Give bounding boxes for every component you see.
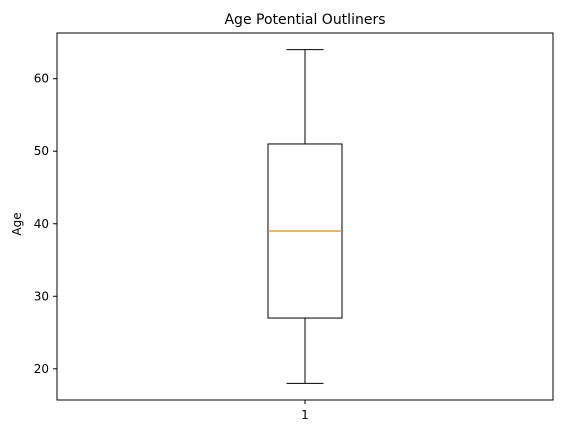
y-tick-label: 20 [34, 362, 49, 376]
axes-frame [56, 32, 554, 401]
chart-title: Age Potential Outliners [224, 12, 385, 28]
y-tick-label: 30 [34, 289, 49, 303]
plot-area: 20 30 40 50 60 1 [34, 49, 343, 422]
y-tick-label: 60 [34, 72, 49, 86]
y-axis-label: Age [10, 212, 24, 235]
y-tick-label: 50 [34, 144, 49, 158]
y-tick-label: 40 [34, 217, 49, 231]
x-tick-label: 1 [301, 408, 309, 422]
